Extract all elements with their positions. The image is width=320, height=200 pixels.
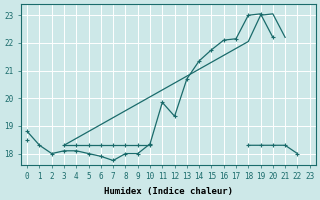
X-axis label: Humidex (Indice chaleur): Humidex (Indice chaleur) xyxy=(104,187,233,196)
